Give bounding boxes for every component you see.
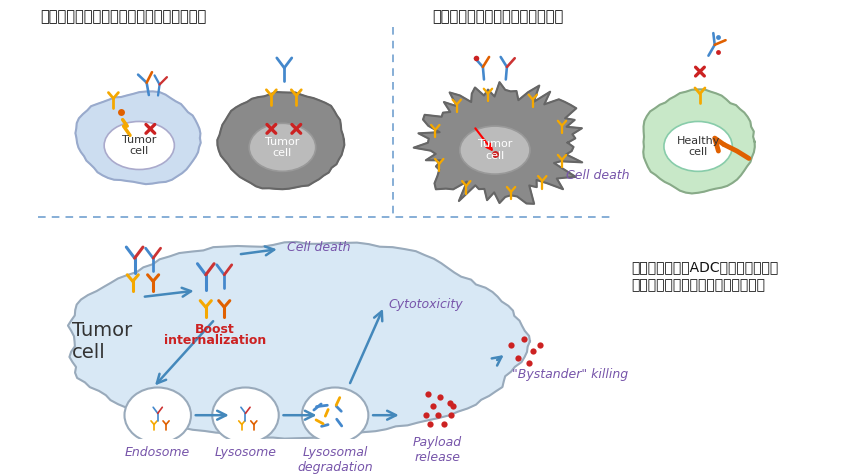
Ellipse shape xyxy=(104,121,174,170)
Text: 内吞动力学机制，更高效的杀伤肿瘤: 内吞动力学机制，更高效的杀伤肿瘤 xyxy=(631,279,766,292)
Text: "Bystander" killing: "Bystander" killing xyxy=(513,368,629,381)
Text: 协同作用：双抗ADC产生新的结合和: 协同作用：双抗ADC产生新的结合和 xyxy=(631,260,779,274)
Text: Tumor
cell: Tumor cell xyxy=(122,135,157,156)
Text: Tumor
cell: Tumor cell xyxy=(478,139,512,161)
Text: Tumor
cell: Tumor cell xyxy=(265,137,300,158)
Text: 增强肿瘤细胞特异性，减少副作用: 增强肿瘤细胞特异性，减少副作用 xyxy=(432,9,563,24)
Ellipse shape xyxy=(664,121,733,171)
Text: Cell death: Cell death xyxy=(566,169,630,182)
Text: Lysosome: Lysosome xyxy=(215,446,276,459)
Text: Cytotoxicity: Cytotoxicity xyxy=(389,298,463,311)
Polygon shape xyxy=(414,82,582,204)
Text: Cell death: Cell death xyxy=(287,241,351,254)
Text: Boost: Boost xyxy=(195,323,235,336)
Text: internalization: internalization xyxy=(164,334,266,347)
Ellipse shape xyxy=(302,387,368,443)
Ellipse shape xyxy=(125,387,191,443)
Text: Lysosomal
degradation: Lysosomal degradation xyxy=(297,446,373,474)
Text: Tumor
cell: Tumor cell xyxy=(72,321,132,362)
Polygon shape xyxy=(75,91,201,184)
Text: Payload
release: Payload release xyxy=(413,437,462,465)
Ellipse shape xyxy=(460,126,530,174)
Text: Endosome: Endosome xyxy=(125,446,191,459)
Ellipse shape xyxy=(212,387,279,443)
Text: Healthy
cell: Healthy cell xyxy=(676,136,720,157)
Polygon shape xyxy=(217,92,345,189)
Ellipse shape xyxy=(249,123,316,171)
Polygon shape xyxy=(68,242,530,438)
Text: 同时靶向双肿瘤驱动信号通路，克服耐药性: 同时靶向双肿瘤驱动信号通路，克服耐药性 xyxy=(41,9,207,24)
Polygon shape xyxy=(643,90,755,193)
